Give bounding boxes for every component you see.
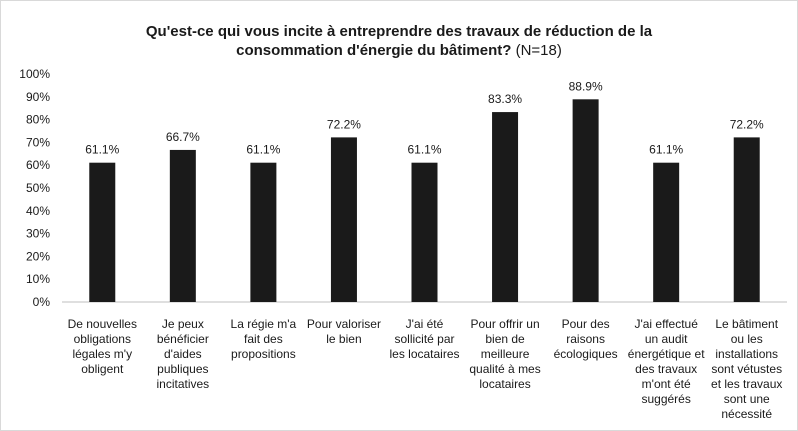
y-tick-label: 60%: [26, 158, 50, 172]
chart-title-line1: Qu'est-ce qui vous incite à entreprendre…: [145, 23, 653, 40]
data-label: 88.9%: [569, 79, 603, 93]
category-label: J'ai été sollicité par les locataires: [389, 317, 459, 361]
bar: [330, 137, 357, 302]
bar: [169, 149, 196, 302]
y-tick-label: 100%: [19, 67, 50, 81]
data-label: 61.1%: [85, 143, 119, 157]
data-label: 61.1%: [246, 143, 280, 157]
y-tick-label: 0%: [33, 295, 51, 309]
data-label: 72.2%: [327, 117, 361, 131]
y-tick-label: 70%: [26, 135, 50, 149]
bar: [653, 162, 680, 302]
category-label: J'ai effectué un audit énergétique et des t…: [628, 317, 705, 406]
data-label: 61.1%: [407, 143, 441, 157]
chart-title: Qu'est-ce qui vous incite à entreprendre…: [0, 22, 798, 60]
category-label: Pour offrir un bien de meilleure qualité à …: [469, 317, 540, 391]
data-label: 72.2%: [730, 117, 764, 131]
bar: [89, 162, 116, 302]
data-label: 61.1%: [649, 143, 683, 157]
bar: [492, 112, 519, 303]
category-label: Le bâtiment ou les installations sont vétus…: [711, 317, 782, 421]
y-tick-label: 40%: [26, 204, 50, 218]
y-tick-label: 90%: [26, 90, 50, 104]
bar: [411, 162, 438, 302]
chart-title-line2: consommation d'énergie du bâtiment?: [236, 42, 512, 59]
bar: [572, 99, 599, 302]
category-label: Pour des raisons écologiques: [554, 317, 618, 361]
category-label: Je peux bénéficier d'aides publiques incitat…: [156, 317, 209, 391]
bar: [733, 137, 760, 302]
data-label: 66.7%: [166, 130, 200, 144]
data-labels: 61.1% 66.7% 61.1% 72.2% 61.1% 83.3% 88.9% 61.1%…: [85, 79, 764, 156]
y-tick-label: 50%: [26, 181, 50, 195]
y-tick-label: 80%: [26, 113, 50, 127]
y-tick-label: 20%: [26, 249, 50, 263]
y-tick-label: 30%: [26, 227, 50, 241]
y-axis: 0% 10% 20% 30% 40% 50% 60% 70% 80% 90% 100%: [19, 67, 50, 309]
bar: [250, 162, 277, 302]
category-label: La régie m'a fait des propositions: [231, 317, 297, 361]
category-label: De nouvelles obligations légales m'y oblige…: [68, 317, 137, 376]
chart-title-suffix: (N=18): [515, 42, 562, 59]
y-tick-label: 10%: [26, 272, 50, 286]
data-label: 83.3%: [488, 92, 522, 106]
category-label: Pour valoriser le bien: [307, 317, 381, 346]
category-labels: De nouvelles obligations légales m'y oblige…: [68, 317, 783, 421]
bars: [89, 99, 760, 303]
